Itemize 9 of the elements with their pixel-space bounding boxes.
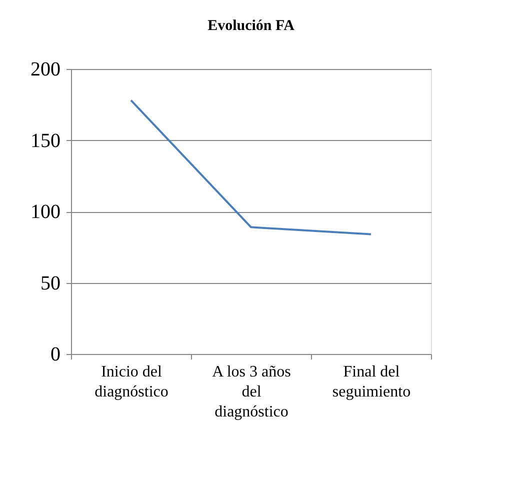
chart-title: Evolución FA [208, 18, 295, 34]
y-tick-label: 100 [30, 201, 60, 223]
x-tick-label: A los 3 años del diagnóstico [212, 364, 291, 420]
y-tick-label: 0 [50, 344, 60, 366]
y-tick-label: 50 [40, 272, 60, 294]
y-tick-label: 150 [30, 130, 60, 152]
x-tick-label: Inicio del diagnóstico [94, 364, 168, 400]
y-tick-label: 200 [30, 58, 60, 80]
x-tick-label: Final del seguimiento [332, 364, 411, 400]
